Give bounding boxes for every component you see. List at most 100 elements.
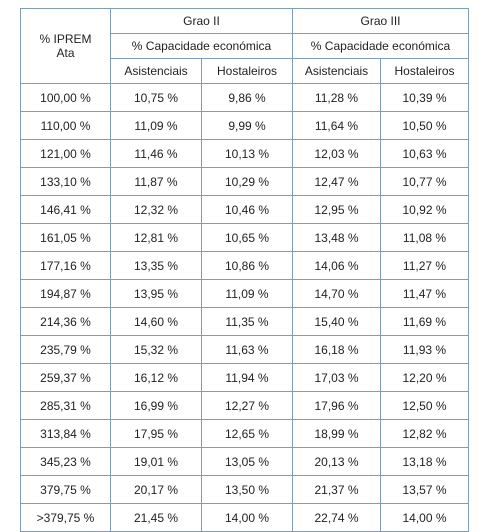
grao-ii-hostaleiros-cell: 11,94 % xyxy=(201,363,293,392)
grao-ii-asistenciais-cell: 13,35 % xyxy=(110,251,202,280)
table-row: 133,10 % 11,87 % 10,29 % 12,47 % 10,77 % xyxy=(20,167,470,196)
grao-iii-hostaleiros-cell: 11,47 % xyxy=(379,279,470,308)
header-asistenciais: Asistenciais xyxy=(110,58,202,84)
grao-ii-hostaleiros-cell: 11,09 % xyxy=(201,279,293,308)
grao-iii-asistenciais-cell: 22,74 % xyxy=(292,503,381,532)
iprem-cell: >379,75 % xyxy=(20,503,111,532)
header-row-groups: % IPREM Ata Grao II Grao III xyxy=(20,8,470,84)
iprem-cell: 177,16 % xyxy=(20,251,111,280)
grao-iii-hostaleiros-cell: 10,50 % xyxy=(379,111,470,140)
table-row: 379,75 % 20,17 % 13,50 % 21,37 % 13,57 % xyxy=(20,475,470,504)
grao-ii-hostaleiros-cell: 10,86 % xyxy=(201,251,293,280)
grao-iii-asistenciais-cell: 14,06 % xyxy=(292,251,381,280)
table-row: 285,31 % 16,99 % 12,27 % 17,96 % 12,50 % xyxy=(20,391,470,420)
grao-ii-asistenciais-cell: 11,09 % xyxy=(110,111,202,140)
header-capacidade-grao-iii: % Capacidade económica xyxy=(291,33,470,59)
grao-ii-hostaleiros-cell: 9,86 % xyxy=(201,83,293,112)
grao-iii-asistenciais-cell: 18,99 % xyxy=(292,419,381,448)
grao-iii-hostaleiros-cell: 11,08 % xyxy=(379,223,470,252)
header-iprem-line2: Ata xyxy=(56,46,75,60)
iprem-cell: 379,75 % xyxy=(20,475,111,504)
header-grao-iii: Grao III xyxy=(291,8,470,34)
grao-iii-asistenciais-cell: 12,47 % xyxy=(292,167,381,196)
table-row: 345,23 % 19,01 % 13,05 % 20,13 % 13,18 % xyxy=(20,447,470,476)
grao-iii-asistenciais-cell: 17,96 % xyxy=(292,391,381,420)
table-row: 235,79 % 15,32 % 11,63 % 16,18 % 11,93 % xyxy=(20,335,470,364)
grao-iii-asistenciais-cell: 11,28 % xyxy=(292,83,381,112)
header-hostaleiros: Hostaleiros xyxy=(379,58,470,84)
iprem-cell: 146,41 % xyxy=(20,195,111,224)
grao-iii-hostaleiros-cell: 10,63 % xyxy=(379,139,470,168)
iprem-cell: 313,84 % xyxy=(20,419,111,448)
iprem-rates-table: % IPREM Ata Grao II Grao III % Capacidad… xyxy=(20,8,470,532)
iprem-cell: 133,10 % xyxy=(20,167,111,196)
grao-ii-hostaleiros-cell: 13,05 % xyxy=(201,447,293,476)
grao-iii-hostaleiros-cell: 11,93 % xyxy=(379,335,470,364)
grao-iii-asistenciais-cell: 11,64 % xyxy=(292,111,381,140)
header-iprem: % IPREM Ata xyxy=(20,8,111,84)
iprem-cell: 161,05 % xyxy=(20,223,111,252)
grao-iii-hostaleiros-cell: 13,57 % xyxy=(379,475,470,504)
grao-iii-asistenciais-cell: 15,40 % xyxy=(292,307,381,336)
grao-ii-hostaleiros-cell: 10,46 % xyxy=(201,195,293,224)
grao-ii-asistenciais-cell: 12,81 % xyxy=(110,223,202,252)
grao-ii-asistenciais-cell: 10,75 % xyxy=(110,83,202,112)
grao-ii-hostaleiros-cell: 13,50 % xyxy=(201,475,293,504)
grao-iii-asistenciais-cell: 16,18 % xyxy=(292,335,381,364)
grao-ii-hostaleiros-cell: 12,65 % xyxy=(201,419,293,448)
grao-ii-asistenciais-cell: 17,95 % xyxy=(110,419,202,448)
iprem-cell: 345,23 % xyxy=(20,447,111,476)
grao-ii-hostaleiros-cell: 10,65 % xyxy=(201,223,293,252)
header-iprem-line1: % IPREM xyxy=(39,32,92,46)
table-row: 313,84 % 17,95 % 12,65 % 18,99 % 12,82 % xyxy=(20,419,470,448)
grao-ii-hostaleiros-cell: 9,99 % xyxy=(201,111,293,140)
grao-iii-asistenciais-cell: 12,95 % xyxy=(292,195,381,224)
table-row: >379,75 % 21,45 % 14,00 % 22,74 % 14,00 % xyxy=(20,503,470,532)
grao-iii-asistenciais-cell: 14,70 % xyxy=(292,279,381,308)
grao-ii-asistenciais-cell: 13,95 % xyxy=(110,279,202,308)
table-row: 146,41 % 12,32 % 10,46 % 12,95 % 10,92 % xyxy=(20,195,470,224)
grao-ii-asistenciais-cell: 16,12 % xyxy=(110,363,202,392)
grao-ii-hostaleiros-cell: 11,63 % xyxy=(201,335,293,364)
grao-iii-asistenciais-cell: 20,13 % xyxy=(292,447,381,476)
table-row: 214,36 % 14,60 % 11,35 % 15,40 % 11,69 % xyxy=(20,307,470,336)
table-row: 194,87 % 13,95 % 11,09 % 14,70 % 11,47 % xyxy=(20,279,470,308)
grao-iii-hostaleiros-cell: 12,50 % xyxy=(379,391,470,420)
grao-ii-hostaleiros-cell: 11,35 % xyxy=(201,307,293,336)
grao-iii-asistenciais-cell: 17,03 % xyxy=(292,363,381,392)
grao-iii-hostaleiros-cell: 14,00 % xyxy=(379,503,470,532)
grao-iii-hostaleiros-cell: 10,39 % xyxy=(379,83,470,112)
grao-ii-asistenciais-cell: 14,60 % xyxy=(110,307,202,336)
grao-ii-asistenciais-cell: 20,17 % xyxy=(110,475,202,504)
iprem-cell: 110,00 % xyxy=(20,111,111,140)
header-asistenciais: Asistenciais xyxy=(292,58,381,84)
header-hostaleiros: Hostaleiros xyxy=(201,58,293,84)
header-row-columns: Asistenciais Hostaleiros Asistenciais Ho… xyxy=(21,58,470,84)
grao-ii-asistenciais-cell: 19,01 % xyxy=(110,447,202,476)
grao-iii-asistenciais-cell: 12,03 % xyxy=(292,139,381,168)
grao-ii-hostaleiros-cell: 10,13 % xyxy=(201,139,293,168)
grao-iii-hostaleiros-cell: 12,82 % xyxy=(379,419,470,448)
grao-ii-asistenciais-cell: 21,45 % xyxy=(110,503,202,532)
header-grao-ii: Grao II xyxy=(110,8,293,34)
grao-iii-asistenciais-cell: 21,37 % xyxy=(292,475,381,504)
grao-ii-hostaleiros-cell: 10,29 % xyxy=(201,167,293,196)
table-row: 259,37 % 16,12 % 11,94 % 17,03 % 12,20 % xyxy=(20,363,470,392)
table-row: 110,00 % 11,09 % 9,99 % 11,64 % 10,50 % xyxy=(20,111,470,140)
iprem-cell: 121,00 % xyxy=(20,139,111,168)
grao-ii-asistenciais-cell: 11,46 % xyxy=(110,139,202,168)
header-capacidade-grao-ii: % Capacidade económica xyxy=(110,33,293,59)
grao-iii-hostaleiros-cell: 12,20 % xyxy=(379,363,470,392)
grao-ii-hostaleiros-cell: 14,00 % xyxy=(201,503,293,532)
table-row: 161,05 % 12,81 % 10,65 % 13,48 % 11,08 % xyxy=(20,223,470,252)
iprem-cell: 259,37 % xyxy=(20,363,111,392)
grao-ii-asistenciais-cell: 15,32 % xyxy=(110,335,202,364)
grao-iii-hostaleiros-cell: 11,69 % xyxy=(379,307,470,336)
grao-iii-hostaleiros-cell: 10,77 % xyxy=(379,167,470,196)
iprem-cell: 235,79 % xyxy=(20,335,111,364)
iprem-cell: 194,87 % xyxy=(20,279,111,308)
grao-ii-asistenciais-cell: 12,32 % xyxy=(110,195,202,224)
table-row: 100,00 % 10,75 % 9,86 % 11,28 % 10,39 % xyxy=(20,83,470,112)
grao-iii-hostaleiros-cell: 13,18 % xyxy=(379,447,470,476)
header-row-subgroups: % Capacidade económica % Capacidade econ… xyxy=(21,33,470,59)
